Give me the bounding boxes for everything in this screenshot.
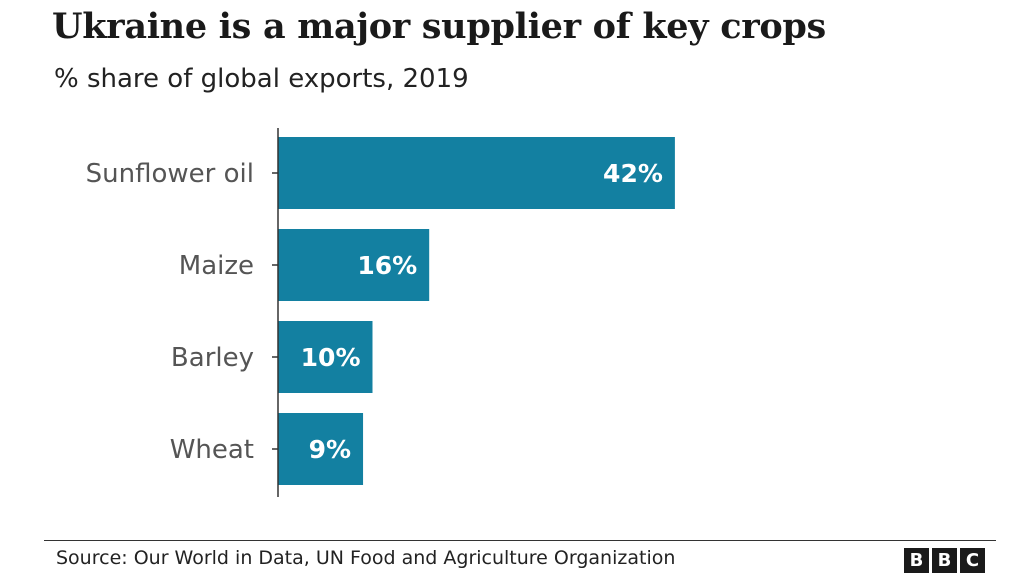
logo-letter-b1: B — [904, 548, 929, 573]
value-label-barley: 10% — [301, 343, 361, 372]
footer-divider — [44, 540, 996, 541]
category-label-barley: Barley — [171, 343, 254, 373]
bar-wheat — [278, 413, 364, 485]
value-label-sunflower-oil: 42% — [603, 159, 663, 188]
source-note: Source: Our World in Data, UN Food and A… — [56, 547, 676, 569]
value-label-wheat: 9% — [309, 435, 351, 464]
category-label-wheat: Wheat — [170, 435, 254, 465]
logo-letter-c: C — [960, 548, 985, 573]
category-label-maize: Maize — [179, 251, 254, 281]
bbc-logo: B B C — [904, 548, 985, 573]
category-label-sunflower-oil: Sunflower oil — [86, 159, 254, 189]
logo-letter-b2: B — [932, 548, 957, 573]
bar-barley — [278, 321, 373, 393]
chart-subtitle: % share of global exports, 2019 — [54, 64, 469, 94]
chart-title: Ukraine is a major supplier of key crops — [52, 6, 826, 47]
value-label-maize: 16% — [357, 251, 417, 280]
bar-chart: Sunflower oil 42% Maize 16% Barley 10% Wheat 9% — [86, 128, 675, 497]
bar-sunflower-oil — [278, 137, 675, 209]
bar-maize — [278, 229, 430, 301]
